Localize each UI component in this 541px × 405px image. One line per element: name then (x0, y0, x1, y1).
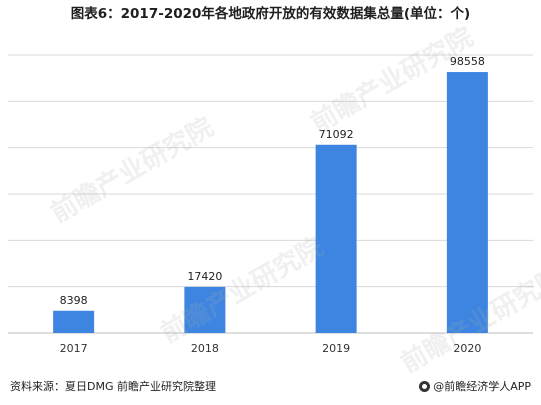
x-tick-label: 2020 (453, 342, 481, 355)
bar (315, 144, 357, 333)
bar (184, 286, 226, 333)
data-label: 71092 (319, 128, 354, 141)
source-note: 资料来源：夏日DMG 前瞻产业研究院整理 (10, 380, 216, 393)
x-tick-label: 2019 (322, 342, 350, 355)
bar (446, 72, 488, 333)
brand-credit: @前瞻经济学人APP (419, 378, 531, 394)
chart-title: 图表6：2017-2020年各地政府开放的有效数据集总量(单位：个) (70, 6, 471, 22)
data-label: 17420 (187, 270, 222, 283)
data-label: 8398 (60, 294, 88, 307)
x-tick-label: 2017 (60, 342, 88, 355)
brand-logo-icon (419, 380, 431, 392)
data-label: 98558 (450, 55, 485, 68)
x-tick-label: 2018 (191, 342, 219, 355)
bar (53, 310, 95, 333)
brand-label: @前瞻经济学人APP (433, 380, 531, 393)
